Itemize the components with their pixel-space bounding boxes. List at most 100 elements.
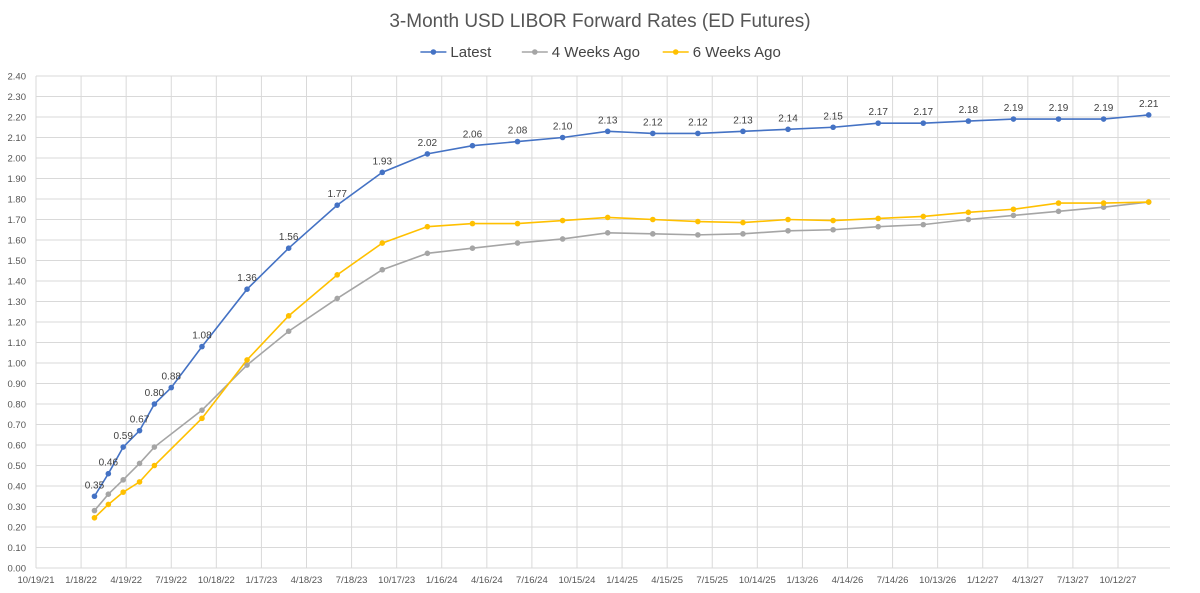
data-point xyxy=(1010,212,1017,219)
data-point xyxy=(559,134,566,141)
grid xyxy=(35,75,1170,569)
legend-marker xyxy=(672,49,679,55)
data-labels: 0.35 0.46 0.59 0.67 0.80 0.88 1.08 1.36 1.56 1.77… xyxy=(85,99,1159,491)
y-tick-label: 1.90 xyxy=(8,174,27,185)
data-point xyxy=(136,460,143,467)
y-tick-label: 2.20 xyxy=(8,113,27,124)
legend-label: Latest xyxy=(450,44,492,61)
y-tick-label: 1.30 xyxy=(8,297,27,308)
x-tick-label: 10/17/23 xyxy=(378,575,415,586)
data-label: 2.21 xyxy=(1139,99,1159,110)
legend: Latest 4 Weeks Ago 6 Weeks Ago xyxy=(420,44,781,61)
data-point xyxy=(514,138,521,145)
data-point xyxy=(424,223,431,230)
data-point xyxy=(1145,112,1152,118)
data-point xyxy=(875,223,882,230)
legend-item-4-weeks-ago: 4 Weeks Ago xyxy=(521,44,640,61)
data-point xyxy=(649,130,656,137)
x-tick-label: 4/15/25 xyxy=(651,575,683,586)
x-tick-label: 1/13/26 xyxy=(787,575,819,586)
data-point xyxy=(379,266,386,273)
data-point xyxy=(151,462,158,469)
y-tick-label: 2.30 xyxy=(8,92,27,103)
data-point xyxy=(151,444,158,450)
data-point xyxy=(334,295,341,302)
series-line xyxy=(93,114,1149,497)
legend-label: 4 Weeks Ago xyxy=(552,44,640,61)
data-point xyxy=(1010,116,1017,122)
data-label: 2.19 xyxy=(1049,103,1069,114)
data-point xyxy=(424,151,431,157)
x-tick-label: 10/14/25 xyxy=(739,575,776,586)
data-label: 1.08 xyxy=(192,331,212,342)
data-point xyxy=(1055,200,1062,206)
x-tick-label: 1/14/25 xyxy=(606,575,638,586)
x-tick-label: 10/13/26 xyxy=(919,575,956,586)
x-tick-label: 10/12/27 xyxy=(1099,575,1136,586)
data-point xyxy=(785,227,791,234)
data-point xyxy=(91,507,98,514)
x-tick-label: 7/19/22 xyxy=(155,575,187,586)
y-tick-label: 2.10 xyxy=(8,133,27,144)
data-point xyxy=(379,240,386,246)
data-point xyxy=(1055,208,1062,215)
x-tick-label: 10/19/21 xyxy=(18,575,55,586)
data-point xyxy=(920,221,927,228)
y-tick-label: 2.40 xyxy=(8,72,27,83)
data-point xyxy=(91,514,98,521)
y-tick-label: 0.60 xyxy=(8,441,27,452)
data-label: 2.08 xyxy=(508,126,528,137)
data-point xyxy=(1100,200,1107,206)
data-point xyxy=(151,401,158,407)
data-point xyxy=(1145,199,1152,205)
y-tick-label: 1.20 xyxy=(8,318,27,329)
data-point xyxy=(334,272,341,278)
data-point xyxy=(785,126,791,133)
x-tick-label: 1/18/22 xyxy=(65,575,97,586)
data-point xyxy=(105,470,112,477)
series-layer xyxy=(91,112,1152,521)
data-point xyxy=(199,415,205,422)
x-tick-label: 1/12/27 xyxy=(967,575,999,586)
data-point xyxy=(604,128,611,135)
data-point xyxy=(604,214,611,221)
data-point xyxy=(559,236,566,242)
data-point xyxy=(469,220,476,227)
data-point xyxy=(285,313,292,319)
data-label: 2.17 xyxy=(914,107,934,118)
data-point xyxy=(740,231,746,237)
x-tick-label: 7/13/27 xyxy=(1057,575,1089,586)
data-label: 0.46 xyxy=(99,458,119,469)
legend-label: 6 Weeks Ago xyxy=(693,44,781,61)
data-point xyxy=(91,493,98,500)
x-tick-label: 4/14/26 xyxy=(832,575,864,586)
data-label: 2.12 xyxy=(643,117,663,128)
legend-marker xyxy=(532,49,538,55)
data-label: 1.56 xyxy=(279,232,299,243)
data-point xyxy=(875,215,882,222)
data-point xyxy=(199,407,205,413)
data-point xyxy=(1100,116,1107,122)
y-tick-label: 2.00 xyxy=(8,154,27,165)
data-point xyxy=(920,213,927,220)
data-point xyxy=(285,245,292,251)
data-label: 1.77 xyxy=(327,189,347,200)
data-point xyxy=(105,501,112,508)
data-point xyxy=(965,209,972,216)
x-tick-label: 1/17/23 xyxy=(246,575,278,586)
y-tick-label: 1.80 xyxy=(8,195,27,206)
data-point xyxy=(604,230,611,236)
data-point xyxy=(244,357,250,363)
x-tick-label: 7/14/26 xyxy=(877,575,909,586)
data-point xyxy=(469,142,476,149)
data-label: 0.88 xyxy=(162,372,182,383)
y-tick-label: 0.90 xyxy=(8,379,27,390)
data-point xyxy=(559,217,566,224)
data-point xyxy=(285,328,292,335)
y-tick-label: 0.30 xyxy=(8,502,27,513)
data-point xyxy=(785,216,791,223)
data-point xyxy=(649,216,656,223)
x-tick-label: 1/16/24 xyxy=(426,575,458,586)
data-point xyxy=(514,240,521,246)
